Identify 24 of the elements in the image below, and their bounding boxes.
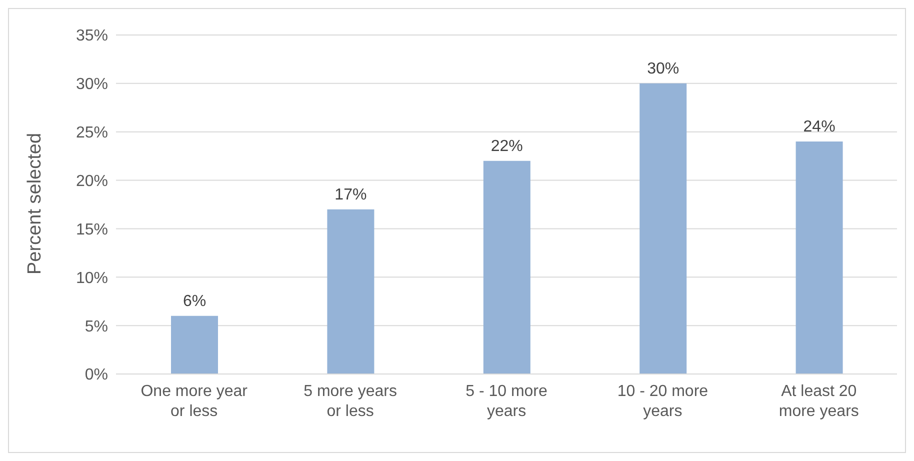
y-tick-label: 25% — [76, 124, 108, 142]
bar — [327, 209, 374, 374]
data-label: 22% — [490, 138, 523, 155]
x-tick-label: One more year or less — [140, 383, 248, 420]
y-tick-label: 15% — [76, 221, 108, 238]
x-tick-label: 10 - 20 more years — [617, 383, 708, 420]
y-tick-label: 5% — [84, 318, 108, 336]
y-tick-label: 0% — [84, 366, 108, 384]
x-tick-label: 5 more years or less — [304, 383, 397, 420]
data-label: 17% — [334, 186, 367, 204]
y-tick-label: 10% — [76, 270, 108, 287]
y-tick-label: 20% — [76, 172, 108, 190]
data-label: 30% — [647, 60, 680, 78]
data-label: 24% — [803, 118, 836, 136]
bar — [483, 160, 530, 374]
y-tick-label: 30% — [76, 76, 108, 94]
x-tick-label: At least 20 more years — [778, 383, 859, 420]
x-tick-label: 5 - 10 more years — [466, 383, 548, 420]
bar — [640, 83, 687, 374]
y-tick-label: 35% — [76, 28, 108, 45]
y-axis-title: Percent selected — [24, 132, 46, 274]
data-label: 6% — [182, 292, 206, 310]
bar — [796, 142, 843, 374]
bar — [171, 316, 218, 374]
